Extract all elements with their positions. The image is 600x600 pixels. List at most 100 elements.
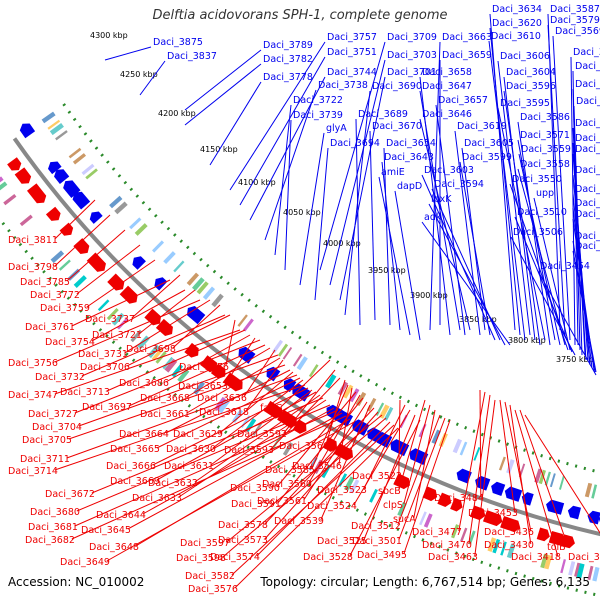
reverse-gene-label: Daci_3484 — [434, 493, 484, 504]
forward-label-connector — [497, 60, 531, 336]
forward-gene-label: Daci_3605 — [464, 138, 514, 149]
reverse-label-connector — [283, 369, 336, 434]
reverse-label-connector — [54, 199, 96, 240]
reverse-label-connector — [138, 289, 196, 335]
reverse-label-connector — [280, 359, 331, 408]
reverse-gene-label: Daci_3369 — [568, 552, 600, 563]
reverse-label-connector — [398, 399, 426, 491]
reverse-gene-label: Daci_3576 — [188, 584, 238, 595]
forward-gene-label: Daci_3646 — [422, 109, 472, 120]
kbp-tick-label: 3800 kbp — [508, 336, 546, 345]
forward-gene-label: Daci_3658 — [422, 67, 472, 78]
reverse-gene-label: Daci_3598 — [176, 553, 226, 564]
reverse-cds — [482, 510, 503, 527]
forward-cds — [352, 419, 370, 436]
reverse-label-connector — [504, 401, 532, 532]
forward-gene-label: Daci_3587 — [550, 4, 600, 15]
forward-gene-label: Daci_3481 — [575, 184, 600, 195]
reverse-gene-label: Daci_3582 — [185, 571, 235, 582]
reverse-gene-label: Daci_3539 — [274, 516, 324, 527]
cog-feature-forward — [237, 314, 248, 327]
reverse-cds — [500, 516, 521, 533]
cog-feature-forward — [296, 356, 308, 371]
reverse-label-connector — [219, 371, 294, 434]
cog-feature-reverse — [574, 562, 581, 577]
reverse-gene-label: Daci_3573 — [218, 535, 268, 546]
reverse-gene-label: Daci_3495 — [357, 550, 407, 561]
reverse-gene-label: Daci_3747 — [8, 390, 58, 401]
cog-feature-reverse — [576, 563, 585, 578]
reverse-label-connector — [127, 412, 343, 530]
reverse-label-connector — [165, 334, 251, 383]
cog-feature-forward — [114, 201, 128, 215]
reverse-label-connector — [81, 314, 226, 377]
reverse-label-connector — [76, 244, 141, 295]
cog-feature-reverse — [73, 275, 87, 288]
forward-gene-label: Daci_3498 — [575, 133, 600, 144]
reverse-label-connector — [225, 319, 236, 367]
forward-cds — [63, 180, 81, 198]
forward-label-connector — [514, 216, 573, 353]
reverse-label-connector — [152, 387, 309, 466]
reverse-label-connector — [413, 409, 436, 519]
forward-gene-label: Daci_3619 — [457, 121, 507, 132]
reverse-gene-label: Daci_3645 — [81, 525, 131, 536]
reverse-gene-label: Daci_3528 — [303, 552, 353, 563]
forward-gene-label: Daci_3508 — [575, 118, 600, 129]
reverse-gene-label: Daci_3761 — [25, 322, 75, 333]
reverse-gene-label: Daci_3522 — [352, 471, 402, 482]
forward-gene-label: Daci_3837 — [167, 51, 217, 62]
forward-gene-label: Daci_3778 — [263, 72, 313, 83]
cog-feature-reverse — [164, 358, 178, 373]
forward-gene-label: Daci_3875 — [153, 37, 203, 48]
reverse-cds — [450, 497, 463, 512]
cog-feature-reverse — [50, 250, 65, 264]
reverse-gene-label: Daci_3653 — [178, 381, 228, 392]
reverse-gene-label: Daci_3737 — [85, 314, 135, 325]
forward-cds — [186, 306, 206, 325]
cog-feature-forward — [506, 459, 515, 474]
reverse-cds — [45, 206, 61, 221]
reverse-gene-label: Daci_3525 — [317, 536, 367, 547]
cog-feature-forward — [151, 240, 165, 253]
forward-label-connector — [435, 104, 466, 336]
forward-label-connector — [488, 40, 526, 341]
reverse-gene-label: Daci_3470 — [422, 540, 472, 551]
forward-gene-label: Daci_3606 — [500, 51, 550, 62]
reverse-gene-label: Daci_3705 — [22, 435, 72, 446]
cog-feature-forward — [163, 251, 176, 265]
reverse-cds — [73, 238, 90, 254]
cog-feature-reverse — [506, 543, 516, 559]
forward-cds — [326, 404, 343, 421]
reverse-label-connector — [231, 424, 395, 576]
cog-feature-reverse — [344, 476, 355, 491]
reverse-gene-label: Daci_3633 — [132, 493, 182, 504]
reverse-gene-label: Daci_3756 — [8, 358, 58, 369]
cog-feature-forward — [282, 346, 293, 360]
cog-feature-forward — [559, 475, 565, 490]
cog-feature-forward — [498, 456, 506, 471]
cog-feature-forward — [349, 388, 360, 403]
forward-label-connector — [510, 236, 576, 356]
cog-feature-forward — [68, 147, 82, 159]
forward-label-connector — [139, 60, 166, 96]
cog-feature-forward — [72, 153, 87, 165]
forward-cds — [587, 510, 600, 525]
reverse-gene-label: Daci_3731 — [78, 349, 128, 360]
reverse-gene-label: Daci_3698 — [126, 344, 176, 355]
reverse-gene-label: Daci_3512 — [351, 521, 401, 532]
forward-gene-label: adk — [424, 212, 442, 223]
kbp-tick-label: 4200 kbp — [158, 109, 196, 118]
cog-feature-reverse — [162, 356, 174, 370]
reverse-label-connector — [126, 314, 231, 367]
forward-gene-label: Daci_3485 — [575, 165, 600, 176]
cog-feature-forward — [85, 168, 98, 180]
forward-gene-label: Daci_3703 — [387, 50, 437, 61]
forward-cds — [409, 448, 429, 466]
cog-feature-reverse — [468, 530, 476, 545]
reverse-gene-label: Daci_3590 — [230, 483, 280, 494]
forward-gene-label: Daci_3690 — [372, 81, 422, 92]
kbp-tick-label: 3750 kbp — [556, 355, 594, 364]
reverse-label-connector — [458, 391, 486, 532]
reverse-gene-label: Daci_3578 — [218, 520, 268, 531]
